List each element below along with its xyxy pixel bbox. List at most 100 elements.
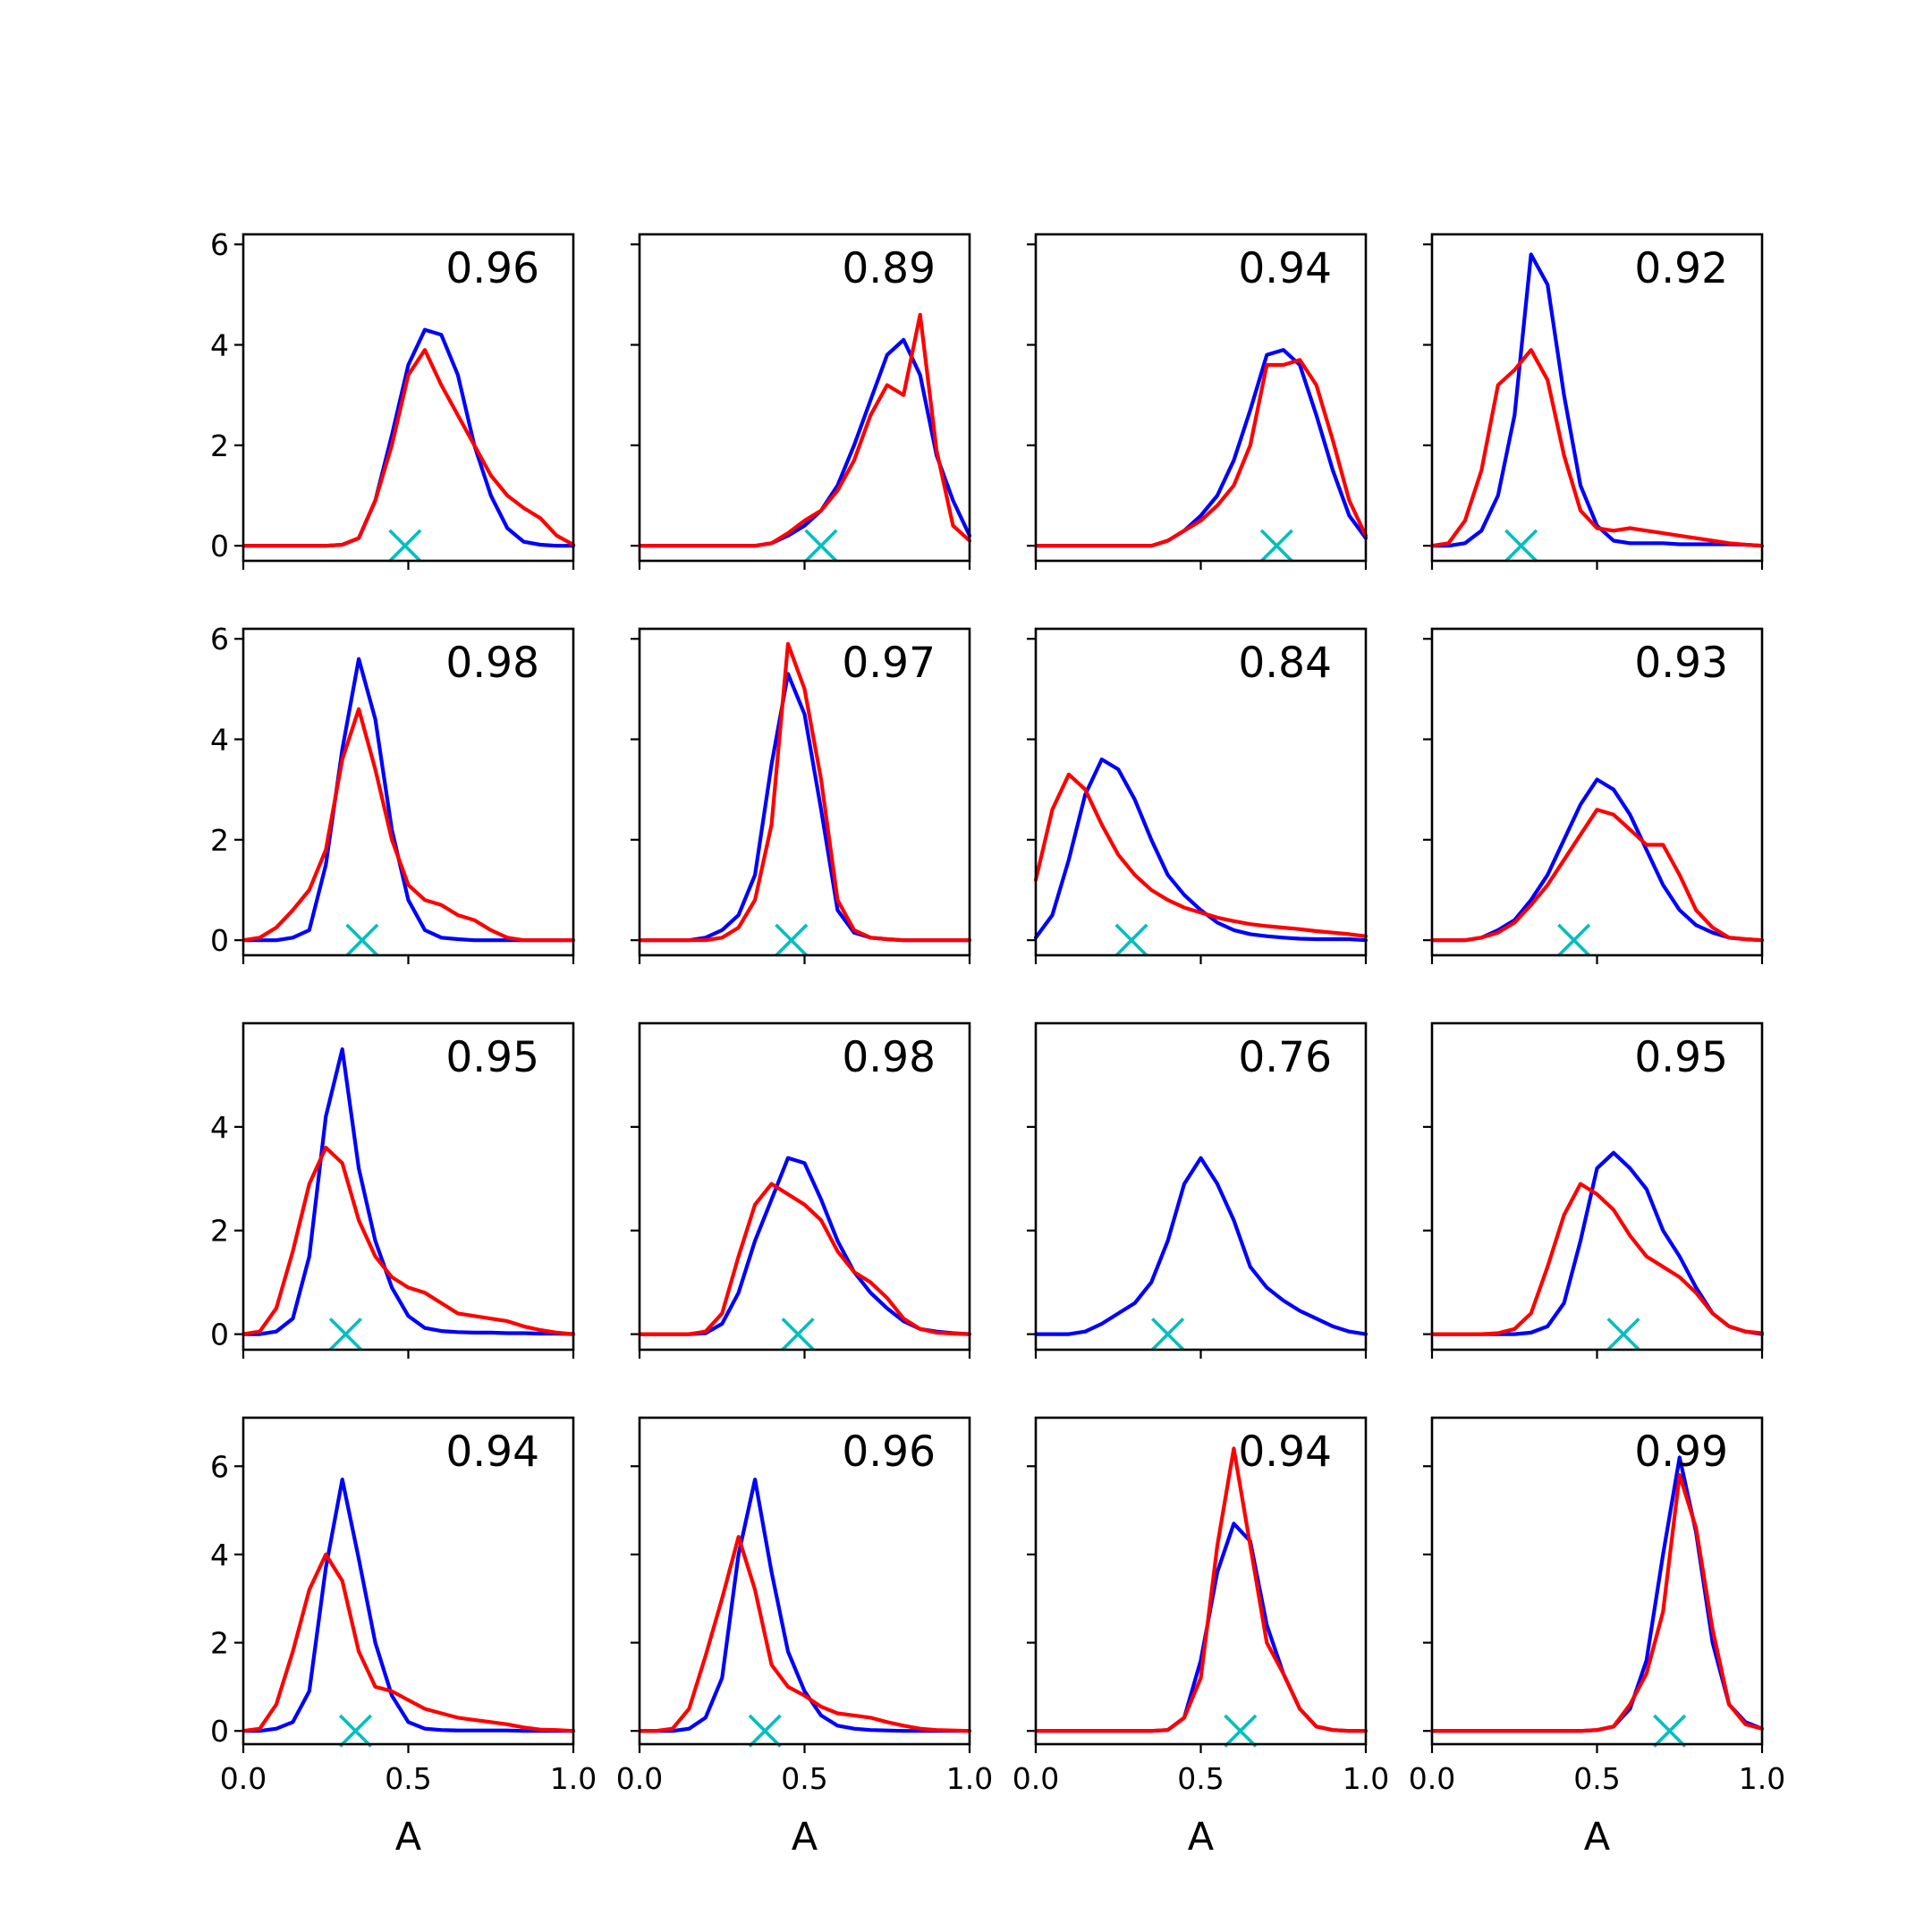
series-blue-line (1033, 348, 1368, 548)
subplot: 0.97 (631, 627, 972, 964)
score-label: 0.95 (445, 1033, 539, 1082)
subplot: 0.93 (1423, 627, 1765, 964)
y-tick-label: 4 (210, 328, 229, 363)
x-marker (1224, 1714, 1258, 1748)
series-red-line (637, 1182, 972, 1336)
x-marker (328, 1318, 362, 1352)
y-tick-label: 2 (210, 1214, 229, 1249)
axes-frame (638, 627, 971, 957)
series-red-line (1033, 358, 1368, 548)
series-blue-line (1033, 1156, 1368, 1336)
axes-frame (638, 1416, 971, 1746)
y-tick-label: 0 (210, 1714, 229, 1749)
x-marker (804, 529, 838, 563)
axes-frame (1430, 233, 1764, 563)
series-blue-line (241, 657, 576, 943)
series-blue-line (637, 1156, 972, 1336)
x-marker (775, 923, 809, 957)
x-tick-label: 0.0 (1409, 1761, 1455, 1796)
subplot-grid: 0 2 4 6 0.96 0.89 0.94 0.92 0 2 4 6 0.98 0.97 0.84 0.93… (210, 227, 1785, 1860)
score-label: 0.94 (445, 1428, 539, 1477)
series-blue-line (1429, 1455, 1765, 1733)
x-marker (388, 529, 422, 563)
x-axis-label: A (792, 1815, 818, 1860)
series-red-line (241, 1552, 576, 1733)
x-tick-label: 0.0 (616, 1761, 663, 1796)
y-tick-label: 4 (210, 1110, 229, 1145)
x-axis-label: A (1188, 1815, 1215, 1860)
axes-frame (638, 1021, 971, 1352)
axes-frame (242, 1021, 575, 1352)
x-marker (1504, 529, 1538, 563)
series-blue-line (637, 672, 972, 943)
y-tick-label: 2 (210, 823, 229, 858)
subplot: 0.0 0.5 1.0 0.99 A (1409, 1416, 1785, 1860)
y-tick-label: 6 (210, 1449, 229, 1484)
axes-frame (1034, 233, 1368, 563)
x-tick-label: 0.5 (1573, 1761, 1620, 1796)
x-tick-label: 1.0 (1739, 1761, 1785, 1796)
score-label: 0.98 (842, 1033, 936, 1082)
series-red-line (241, 707, 576, 943)
score-label: 0.96 (445, 244, 539, 293)
y-tick-label: 4 (210, 723, 229, 758)
score-label: 0.95 (1634, 1033, 1728, 1082)
score-label: 0.97 (842, 639, 936, 688)
score-label: 0.98 (445, 639, 539, 688)
subplot: 0 2 4 6 0.96 (210, 227, 576, 570)
x-marker (1653, 1714, 1687, 1748)
score-label: 0.92 (1634, 244, 1728, 293)
score-label: 0.84 (1238, 639, 1332, 688)
subplot: 0.94 (1027, 233, 1368, 570)
y-tick-label: 0 (210, 923, 229, 958)
y-tick-label: 2 (210, 428, 229, 463)
y-tick-label: 0 (210, 529, 229, 564)
axes-frame (1430, 627, 1764, 957)
y-tick-label: 0 (210, 1318, 229, 1352)
x-marker (748, 1714, 782, 1748)
score-label: 0.89 (842, 244, 936, 293)
subplot: 0.92 (1423, 233, 1765, 570)
series-red-line (1429, 348, 1765, 548)
x-marker (1606, 1318, 1640, 1352)
axes-frame (242, 233, 575, 563)
series-red-line (241, 1145, 576, 1336)
series-red-line (1429, 1473, 1765, 1733)
series-red-line (1429, 1182, 1765, 1336)
x-axis-label: A (1584, 1815, 1611, 1860)
series-blue-line (1429, 252, 1765, 548)
series-blue-line (1033, 757, 1368, 943)
series-blue-line (1033, 1521, 1368, 1733)
score-label: 0.76 (1238, 1033, 1332, 1082)
subplot: 0.98 (631, 1021, 972, 1359)
x-axis-label: A (395, 1815, 422, 1860)
series-blue-line (241, 327, 576, 548)
axes-frame (1430, 1416, 1764, 1746)
x-marker (781, 1318, 815, 1352)
series-red-line (1033, 772, 1368, 938)
series-red-line (1033, 1446, 1368, 1733)
score-label: 0.96 (842, 1428, 936, 1477)
score-label: 0.93 (1634, 639, 1728, 688)
x-tick-label: 0.0 (1013, 1761, 1059, 1796)
y-tick-label: 6 (210, 622, 229, 657)
series-red-line (637, 1535, 972, 1733)
axes-frame (1034, 627, 1368, 957)
series-blue-line (637, 1478, 972, 1733)
x-tick-label: 0.5 (385, 1761, 431, 1796)
series-blue-line (241, 1478, 576, 1733)
subplot: 0.84 (1027, 627, 1368, 964)
x-marker (345, 923, 379, 957)
x-marker (1151, 1318, 1185, 1352)
subplot: 0 2 4 6 0.0 0.5 1.0 0.94 A (210, 1416, 597, 1860)
subplot: 0 2 4 6 0.98 (210, 622, 576, 964)
score-label: 0.94 (1238, 1428, 1332, 1477)
y-tick-label: 4 (210, 1538, 229, 1572)
series-blue-line (1429, 1150, 1765, 1336)
series-blue-line (1429, 777, 1765, 943)
subplot: 0.0 0.5 1.0 0.96 A (616, 1416, 993, 1860)
x-tick-label: 0.5 (1177, 1761, 1224, 1796)
y-tick-label: 2 (210, 1626, 229, 1661)
series-red-line (241, 348, 576, 548)
